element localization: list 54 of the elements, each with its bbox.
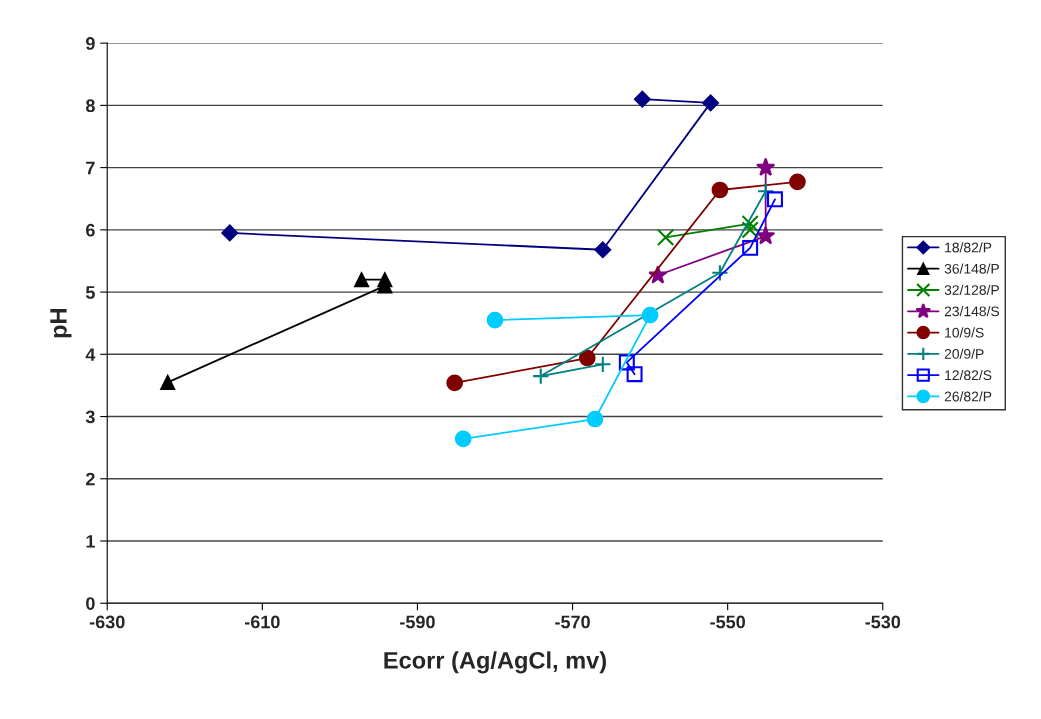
point (446, 374, 464, 392)
point (656, 228, 675, 246)
y-axis-title: pH (50, 309, 72, 338)
point (711, 264, 729, 282)
point (578, 349, 596, 367)
point (618, 354, 635, 371)
point (756, 182, 775, 200)
point (702, 94, 720, 112)
legend-label: 10/9/S (945, 327, 984, 338)
y-tick-label: 5 (85, 286, 95, 299)
x-tick-label: -530 (865, 615, 901, 629)
point (766, 191, 783, 208)
x-tick-label: -570 (555, 615, 590, 629)
point (633, 90, 651, 108)
legend-label: 36/148/P (944, 263, 999, 274)
x-tick-label: -630 (89, 615, 125, 629)
point (756, 157, 776, 176)
point (486, 311, 504, 329)
y-tick-label: 2 (86, 472, 95, 486)
point (221, 224, 239, 242)
x-tick-label: -590 (400, 615, 435, 629)
point (532, 367, 550, 385)
legend-label: 23/148/S (944, 306, 1000, 317)
point (353, 271, 370, 288)
point (160, 374, 176, 390)
y-tick-label: 3 (85, 410, 95, 424)
point (377, 271, 393, 288)
y-tick-label: 0 (86, 597, 95, 610)
x-tick-label: -550 (710, 615, 745, 629)
point (742, 239, 759, 256)
point (454, 430, 472, 448)
legend-label: 20/9/P (944, 348, 984, 359)
y-tick-label: 9 (86, 37, 95, 50)
y-tick-label: 1 (86, 535, 95, 548)
point (741, 221, 759, 239)
y-tick-label: 4 (85, 348, 96, 361)
legend-label: 18/82/P (945, 242, 992, 253)
point (594, 241, 612, 259)
point (789, 173, 806, 191)
legend-label: 12/82/S (945, 369, 992, 381)
x-axis-title: Ecorr (Ag/AgCl, mv) (384, 651, 606, 674)
x-tick-label: -610 (244, 615, 280, 629)
legend-label: 26/82/P (944, 391, 992, 402)
y-tick-label: 6 (86, 223, 95, 237)
point (586, 410, 604, 428)
y-tick-label: 7 (86, 161, 95, 175)
point (641, 306, 659, 324)
point (594, 355, 612, 373)
point (741, 214, 759, 233)
legend-label: 32/128/P (944, 284, 999, 295)
y-tick-label: 8 (85, 99, 95, 113)
point (626, 366, 643, 383)
point (711, 181, 729, 199)
point (756, 226, 776, 245)
